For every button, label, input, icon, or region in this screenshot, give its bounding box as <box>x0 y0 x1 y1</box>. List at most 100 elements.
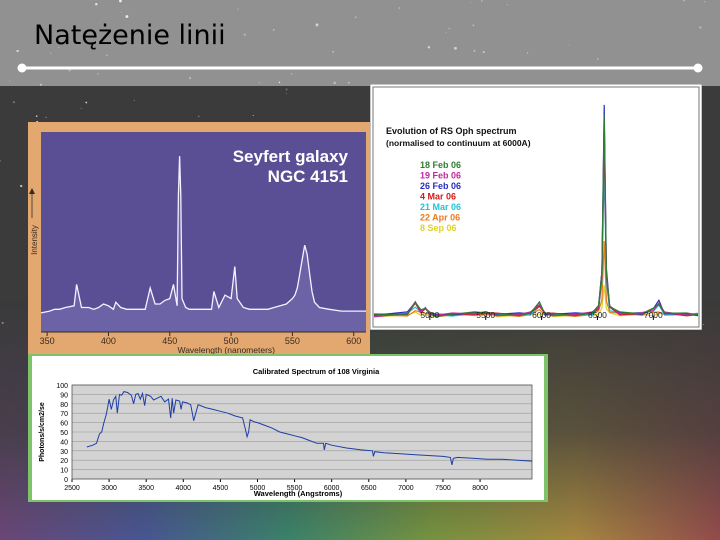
star <box>45 116 47 119</box>
x-tick-label: 4000 <box>176 485 192 492</box>
star <box>285 93 287 95</box>
y-tick-label: 20 <box>60 458 68 465</box>
star <box>698 26 702 29</box>
star <box>448 27 451 30</box>
x-axis-label: Wavelength (nanometers) <box>178 345 276 354</box>
star <box>97 73 99 75</box>
y-tick-label: 10 <box>60 468 68 475</box>
spectrum-line <box>40 156 366 314</box>
seyfert-spectrum-chart: 350 400 450 500 550 600 Wavelength (nanometers… <box>28 122 370 354</box>
star <box>9 80 11 82</box>
star <box>481 0 483 2</box>
spectrum-line <box>86 391 533 466</box>
star <box>120 11 122 13</box>
chart-subtitle: (normalised to continuum at 6000A) <box>386 138 531 148</box>
x-tick-label: 3000 <box>101 485 117 492</box>
star <box>258 82 261 84</box>
star <box>482 51 485 54</box>
star <box>39 83 42 86</box>
title-underline <box>17 63 703 73</box>
plot-frame <box>71 384 533 480</box>
star <box>454 46 457 50</box>
star <box>198 115 200 118</box>
star <box>272 28 275 31</box>
x-tick-label: 350 <box>40 336 55 346</box>
y-tick-label: 30 <box>60 449 68 456</box>
star <box>354 16 357 18</box>
star <box>568 44 570 46</box>
star <box>290 72 293 75</box>
star <box>35 115 38 117</box>
x-tick-label: 600 <box>346 336 361 346</box>
star <box>398 7 401 9</box>
y-tick-label: 90 <box>60 392 68 399</box>
star <box>95 2 98 6</box>
x-tick-label: 3500 <box>138 485 154 492</box>
x-tick-label: 7000 <box>644 310 663 320</box>
star <box>473 49 476 53</box>
x-tick-label: 450 <box>162 336 177 346</box>
star <box>470 2 472 3</box>
star <box>278 81 281 84</box>
x-tick-label: 5500 <box>476 310 495 320</box>
star <box>702 323 705 326</box>
chart-title: Seyfert galaxy <box>233 147 349 166</box>
x-tick-label: 550 <box>285 336 300 346</box>
series-line <box>373 114 699 318</box>
star <box>332 50 335 53</box>
star <box>285 88 288 91</box>
y-axis-label: Intensity <box>30 225 39 255</box>
spectrum-area <box>41 156 366 332</box>
star <box>16 49 19 53</box>
star <box>445 32 447 34</box>
y-arrow-head <box>29 188 35 194</box>
star <box>683 0 685 2</box>
star <box>333 81 336 85</box>
legend-entry: 4 Mar 06 <box>420 192 456 202</box>
star <box>427 46 431 49</box>
x-tick-label: 6000 <box>324 485 340 492</box>
star <box>0 159 1 162</box>
x-tick-label: 6000 <box>532 310 551 320</box>
star <box>85 101 88 104</box>
star <box>20 184 23 188</box>
x-tick-label: 500 <box>224 336 239 346</box>
legend-entry: 21 Mar 06 <box>420 202 461 212</box>
star <box>704 1 706 3</box>
x-tick-label: 2500 <box>64 485 80 492</box>
star <box>597 58 599 60</box>
star <box>133 99 135 101</box>
star <box>188 76 192 80</box>
star <box>119 0 122 3</box>
star <box>506 4 508 6</box>
star <box>106 54 108 56</box>
star <box>125 15 129 18</box>
x-axis-label: Wavelength (Angstroms) <box>254 489 343 498</box>
y-tick-label: 0 <box>64 477 68 484</box>
legend-entry: 8 Sep 06 <box>420 223 457 233</box>
x-tick-label: 8000 <box>472 485 488 492</box>
star <box>210 40 212 42</box>
star <box>58 46 60 49</box>
y-tick-label: 60 <box>60 421 68 428</box>
y-tick-label: 70 <box>60 411 68 418</box>
star <box>348 81 350 84</box>
chart-title: NGC 4151 <box>268 167 348 186</box>
star <box>12 101 15 104</box>
y-tick-label: 100 <box>56 383 68 390</box>
y-tick-label: 80 <box>60 402 68 409</box>
x-tick-label: 6500 <box>588 310 607 320</box>
x-tick-label: 5500 <box>287 485 303 492</box>
legend-entry: 19 Feb 06 <box>420 171 461 181</box>
star <box>237 8 239 10</box>
star <box>252 115 254 116</box>
chart-title: Calibrated Spectrum of 108 Virginia <box>253 367 380 376</box>
star <box>80 107 82 109</box>
x-tick-label: 400 <box>101 336 116 346</box>
legend-entry: 26 Feb 06 <box>420 181 461 191</box>
legend-entry: 22 Apr 06 <box>420 213 460 223</box>
star <box>1 321 4 324</box>
star <box>472 24 475 27</box>
x-tick-label: 7500 <box>435 485 451 492</box>
y-tick-label: 50 <box>60 430 68 437</box>
